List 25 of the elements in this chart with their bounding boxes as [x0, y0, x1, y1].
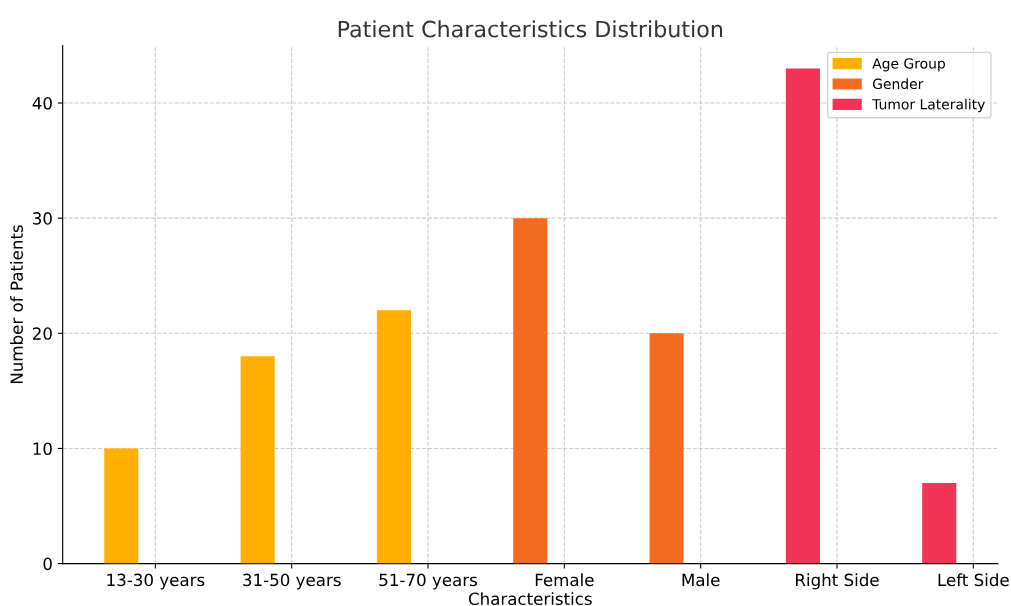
bar [513, 218, 548, 564]
bar [104, 448, 139, 564]
bar [649, 333, 684, 564]
legend-label: Age Group [872, 58, 945, 72]
y-tick-label: 40 [32, 96, 52, 110]
bar [376, 310, 411, 564]
chart-title: Patient Characteristics Distribution [338, 20, 723, 38]
x-axis-title: Characteristics [468, 592, 592, 606]
bar [922, 482, 957, 564]
x-tick-label: 51-70 years [379, 573, 478, 590]
y-tick-label: 20 [32, 327, 52, 340]
x-tick-label: Female [535, 573, 594, 587]
y-axis-title: Number of Patients [10, 225, 23, 384]
y-tick-label: 10 [33, 442, 52, 456]
legend-label: Tumor Laterality [872, 98, 985, 113]
legend-label: Gender [872, 78, 924, 90]
x-tick-label: 13-30 years [107, 573, 205, 590]
y-tick-label: 30 [33, 212, 52, 225]
x-tick-label: Left Side [938, 573, 1009, 587]
x-tick-label: Male [682, 573, 720, 587]
x-tick-label: Right Side [796, 573, 879, 590]
bar [240, 356, 275, 564]
bar [785, 68, 820, 564]
y-tick-label: 0 [43, 557, 52, 571]
x-tick-label: 31-50 years [243, 573, 341, 590]
